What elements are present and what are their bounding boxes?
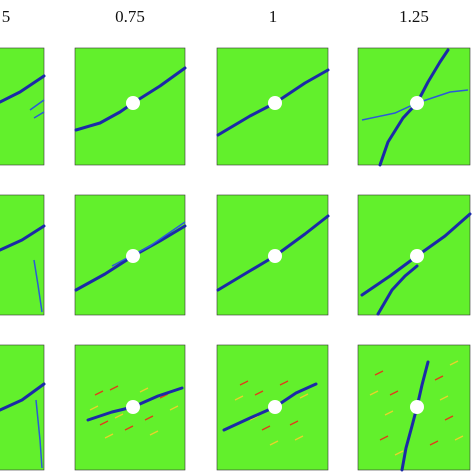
panel-row-1 bbox=[0, 47, 471, 167]
stress-marks bbox=[369, 360, 464, 456]
panel bbox=[0, 194, 45, 316]
crack bbox=[33, 259, 43, 313]
column-header: 5 bbox=[2, 7, 11, 26]
crack bbox=[400, 360, 430, 472]
hole bbox=[126, 400, 140, 414]
panel-row-2 bbox=[0, 194, 472, 316]
hole bbox=[268, 249, 282, 263]
hole bbox=[410, 400, 424, 414]
stress-marks bbox=[234, 380, 309, 446]
column-header: 1 bbox=[269, 7, 278, 26]
hole bbox=[410, 249, 424, 263]
column-header: 0.75 bbox=[115, 7, 145, 26]
hole bbox=[126, 249, 140, 263]
crack bbox=[0, 74, 46, 104]
crack bbox=[0, 224, 46, 252]
crack bbox=[0, 382, 46, 412]
column-header: 1.25 bbox=[399, 7, 429, 26]
hole bbox=[268, 96, 282, 110]
panel bbox=[0, 47, 45, 166]
hole bbox=[410, 96, 424, 110]
crack bbox=[35, 399, 43, 469]
panel-row-3 bbox=[0, 344, 471, 472]
hole bbox=[268, 400, 282, 414]
crack bbox=[29, 99, 45, 119]
crack bbox=[111, 221, 186, 267]
crack bbox=[376, 264, 419, 316]
crack bbox=[74, 66, 187, 132]
hole bbox=[126, 96, 140, 110]
stress-marks bbox=[89, 385, 179, 439]
